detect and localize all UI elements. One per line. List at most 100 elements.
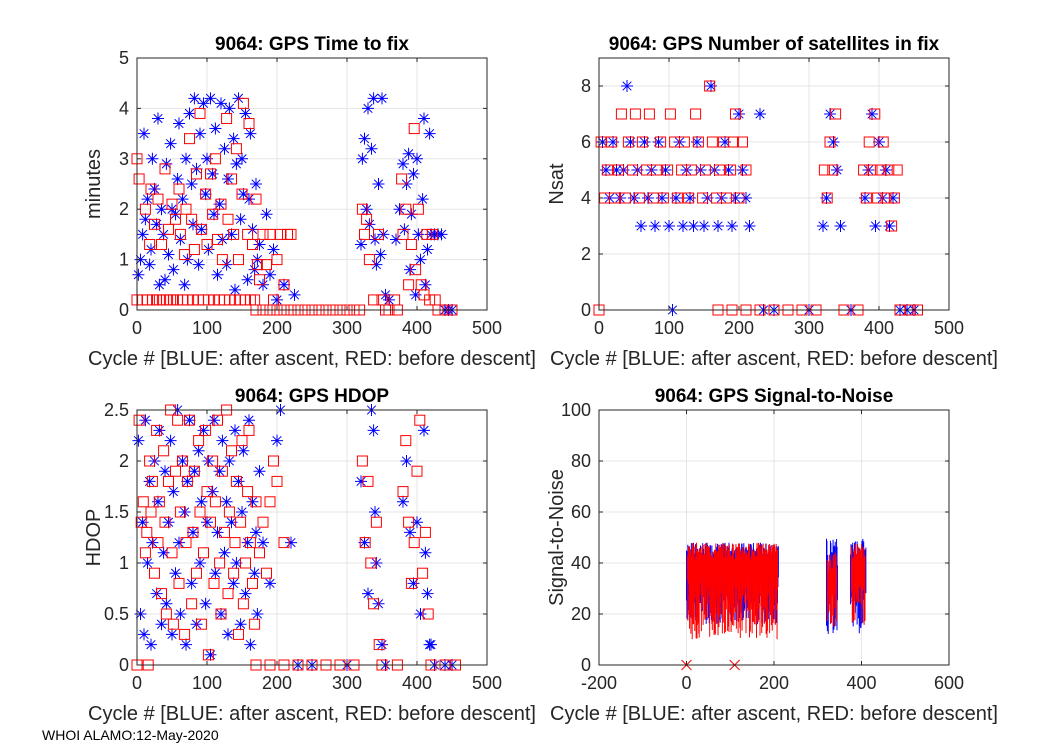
data-point-before-descent (620, 192, 632, 204)
x-tick-label: -200 (581, 673, 617, 693)
data-point-before-descent (874, 164, 886, 176)
data-point-after-ascent (230, 157, 243, 170)
data-point-before-descent (195, 223, 207, 235)
y-tick-label: 0.5 (104, 604, 129, 624)
data-point-after-ascent (421, 587, 434, 600)
data-point-after-ascent (407, 167, 420, 180)
data-point-after-ascent (167, 263, 180, 276)
data-point-before-descent (426, 228, 438, 240)
y-axis-label: Nsat (546, 163, 568, 205)
data-point-after-ascent (234, 213, 247, 226)
data-point-after-ascent (176, 193, 189, 206)
data-point-before-descent (858, 164, 870, 176)
data-point-before-descent (170, 213, 181, 225)
data-point-before-descent (226, 445, 237, 457)
data-point-before-descent (866, 164, 878, 176)
x-tick-label: 200 (262, 673, 292, 693)
data-point-after-ascent (253, 238, 266, 251)
data-point-after-ascent (677, 220, 689, 232)
data-point-after-ascent (195, 495, 208, 508)
data-point-before-descent (601, 164, 613, 176)
data-point-after-ascent (754, 108, 766, 120)
data-point-after-ascent (246, 495, 259, 508)
data-point-after-ascent (201, 152, 213, 165)
data-point-after-ascent (223, 102, 236, 115)
data-point-after-ascent (234, 618, 247, 631)
data-point-before-descent (160, 608, 172, 620)
data-point-after-ascent (146, 152, 159, 165)
data-point-before-descent (405, 577, 417, 589)
data-point-after-ascent (139, 414, 152, 427)
data-point-before-descent (414, 414, 426, 426)
x-tick-label: 200 (724, 318, 754, 338)
data-point-before-descent (170, 465, 181, 477)
data-point-after-ascent (159, 465, 171, 478)
data-point-after-ascent (155, 203, 168, 216)
data-point-after-ascent (285, 536, 297, 549)
data-point-after-ascent (736, 164, 749, 176)
data-point-before-descent (219, 526, 230, 538)
data-point-before-descent (704, 80, 716, 92)
data-point-after-ascent (167, 485, 180, 498)
data-point-before-descent (208, 577, 220, 589)
data-point-after-ascent (185, 577, 198, 590)
data-point-before-descent (209, 153, 221, 165)
data-point-after-ascent (610, 164, 623, 176)
data-point-after-ascent (278, 278, 290, 291)
data-point-after-ascent (229, 283, 241, 296)
data-point-after-ascent (607, 136, 619, 148)
data-point-after-ascent (136, 228, 149, 241)
data-point-before-descent (240, 557, 251, 569)
data-point-before-descent (205, 516, 216, 528)
data-point-after-ascent (145, 638, 157, 651)
data-point-after-ascent (684, 192, 696, 204)
data-point-after-ascent (173, 117, 185, 130)
data-point-after-ascent (153, 278, 166, 291)
data-point-after-ascent (260, 208, 273, 221)
data-point-after-ascent (376, 638, 388, 651)
data-point-before-descent (400, 435, 412, 447)
data-point-after-ascent (729, 192, 742, 204)
data-point-before-descent (201, 486, 213, 498)
data-point-before-descent (678, 136, 690, 148)
data-point-after-ascent (206, 485, 219, 498)
chart-title: 9064: GPS Number of satellites in fix (609, 34, 940, 55)
data-point-after-ascent (425, 638, 437, 651)
data-point-before-descent (184, 133, 195, 145)
data-point-after-ascent (869, 220, 882, 232)
data-point-before-descent (223, 506, 235, 518)
chart-title: 9064: GPS Signal-to-Noise (655, 386, 894, 407)
data-point-before-descent (419, 526, 431, 538)
x-tick-label: 200 (262, 318, 292, 338)
data-point-after-ascent (360, 203, 373, 216)
data-point-before-descent (163, 475, 174, 487)
data-point-after-ascent (181, 475, 194, 488)
x-tick-label: 0 (132, 673, 142, 693)
data-point-after-ascent (138, 127, 150, 140)
x-axis-label: Cycle # [BLUE: after ascent, RED: before… (550, 348, 998, 370)
data-point-after-ascent (358, 132, 371, 145)
data-point-after-ascent (642, 192, 654, 204)
data-point-after-ascent (663, 220, 675, 232)
data-point-after-ascent (143, 475, 156, 488)
data-point-before-descent (359, 537, 371, 549)
data-point-after-ascent (264, 577, 276, 590)
data-point-after-ascent (817, 220, 829, 232)
data-point-after-ascent (414, 608, 427, 620)
data-point-before-descent (860, 192, 872, 204)
data-point-after-ascent (236, 506, 248, 518)
data-point-after-ascent (166, 628, 178, 641)
y-tick-label: 1 (119, 250, 129, 270)
data-point-after-ascent (376, 92, 388, 105)
footer-label: WHOI ALAMO:12-May-2020 (42, 727, 219, 743)
data-point-after-ascent (600, 164, 612, 176)
data-point-before-descent (230, 475, 242, 487)
data-point-before-descent (830, 108, 842, 120)
data-point-before-descent (230, 143, 242, 155)
data-point-after-ascent (726, 220, 738, 232)
data-point-before-descent (156, 238, 167, 250)
data-point-before-descent (250, 193, 262, 205)
data-point-before-descent (215, 198, 227, 210)
data-point-after-ascent (208, 208, 220, 221)
